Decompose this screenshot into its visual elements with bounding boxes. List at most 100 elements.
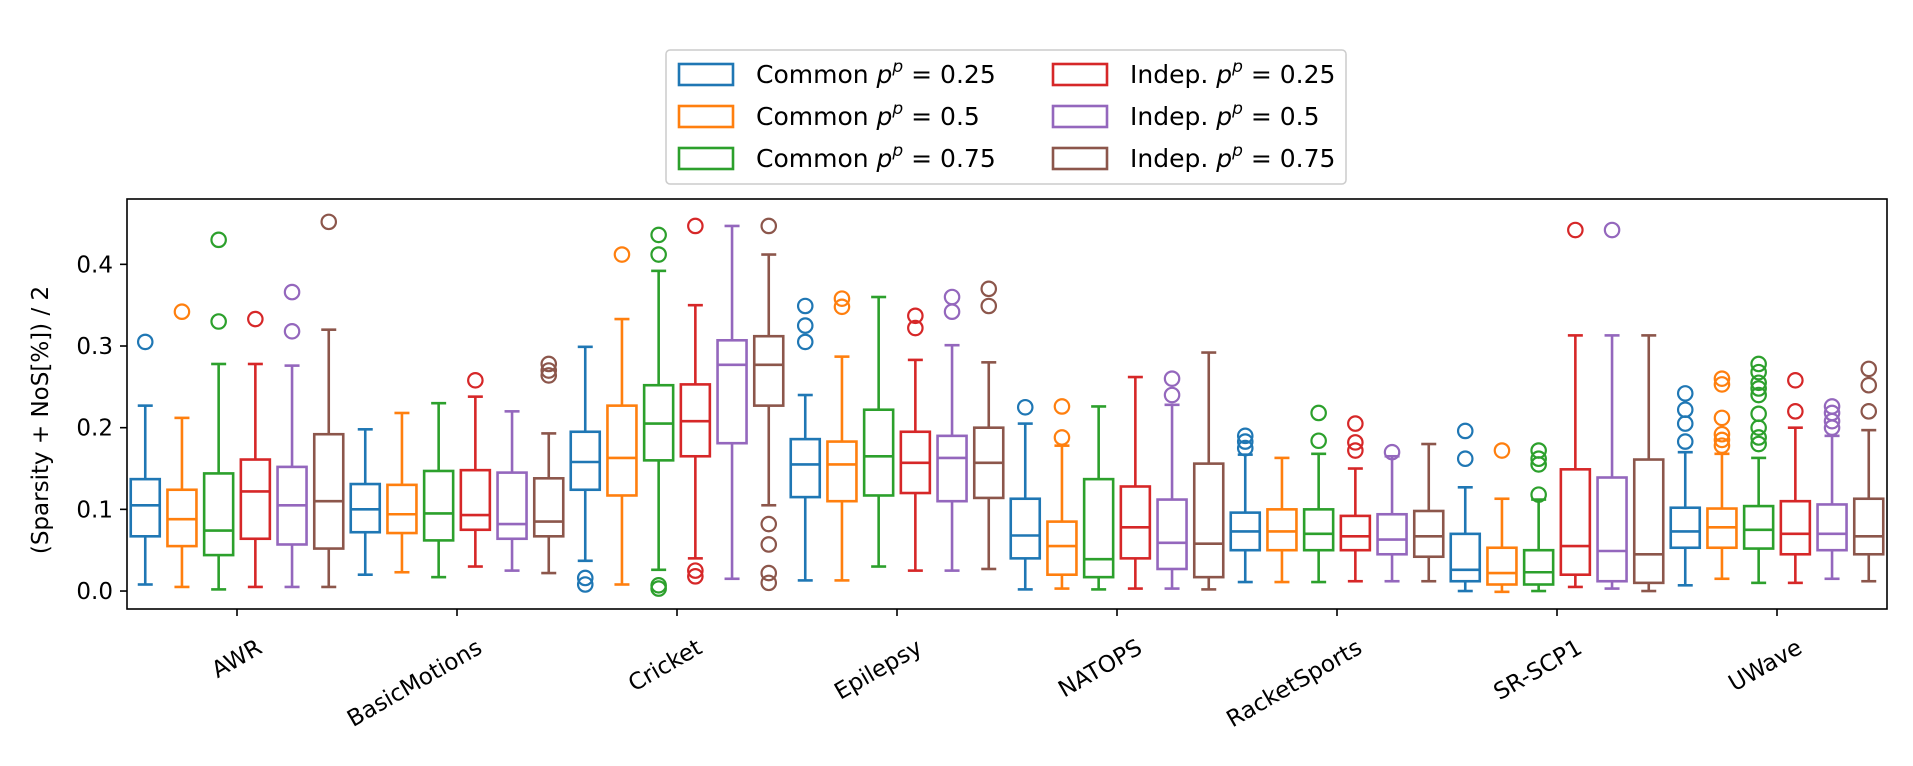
y-tick-label: 0.1 xyxy=(76,497,113,523)
flier-point xyxy=(1603,221,1621,239)
box-basicmotions-series-1 xyxy=(349,428,382,576)
flier-point xyxy=(1676,433,1694,450)
flier-point xyxy=(320,213,338,231)
legend-entry-6: Indep. pp = 0.75 xyxy=(1051,141,1335,173)
legend-label: Indep. pp = 0.25 xyxy=(1130,57,1335,89)
box-iqr xyxy=(1779,499,1812,556)
box-iqr xyxy=(1486,546,1518,586)
flier-point xyxy=(1456,450,1474,468)
box-sr-scp1-series-1 xyxy=(1449,422,1482,593)
flier-point xyxy=(1347,434,1364,451)
flier-point xyxy=(907,307,924,325)
box-awr-series-2 xyxy=(166,303,198,589)
flier-point xyxy=(1787,403,1804,420)
box-iqr xyxy=(936,434,968,503)
flier-point xyxy=(943,288,961,306)
flier-point xyxy=(650,577,667,594)
flier-point xyxy=(1713,425,1731,443)
box-racketsports-series-6 xyxy=(1412,442,1445,583)
box-iqr xyxy=(1376,512,1408,556)
flier-point xyxy=(247,310,264,328)
box-natops-series-6 xyxy=(1192,351,1225,591)
box-iqr xyxy=(1302,508,1335,552)
box-natops-series-5 xyxy=(1156,370,1188,590)
flier-point xyxy=(650,246,667,263)
flier-point xyxy=(1310,404,1327,422)
flier-point xyxy=(576,569,594,587)
box-awr-series-3 xyxy=(202,231,235,591)
legend-label: Indep. pp = 0.75 xyxy=(1130,141,1335,173)
flier-point xyxy=(210,231,227,249)
flier-point xyxy=(760,217,778,235)
flier-point xyxy=(1530,450,1547,468)
box-uwave-series-4 xyxy=(1779,372,1812,585)
legend-swatch xyxy=(1051,104,1109,129)
legend-swatch xyxy=(1051,62,1109,87)
x-tick-label: AWR xyxy=(208,635,267,684)
box-iqr xyxy=(422,469,455,542)
box-natops-series-3 xyxy=(1082,405,1115,591)
flier-point xyxy=(1236,433,1254,450)
box-uwave-series-3 xyxy=(1742,355,1775,585)
box-awr-series-1 xyxy=(129,333,162,586)
y-tick-label: 0.2 xyxy=(76,416,113,442)
flier-point xyxy=(650,226,667,244)
flier-point xyxy=(1750,363,1767,381)
box-iqr xyxy=(129,477,162,538)
box-uwave-series-1 xyxy=(1669,385,1702,587)
box-iqr xyxy=(1266,508,1298,552)
box-iqr xyxy=(1046,520,1078,576)
flier-point xyxy=(833,298,851,316)
box-sr-scp1-series-2 xyxy=(1486,442,1518,594)
flier-point xyxy=(540,355,558,373)
legend-label: Common pp = 0.75 xyxy=(756,141,996,173)
box-cricket-series-2 xyxy=(606,246,638,586)
box-iqr xyxy=(606,404,638,497)
flier-point xyxy=(1860,376,1878,394)
flier-point xyxy=(1713,437,1731,454)
flier-point xyxy=(136,333,154,351)
box-epilepsy-series-6 xyxy=(972,280,1005,571)
box-basicmotions-series-2 xyxy=(386,411,418,574)
flier-point xyxy=(1053,429,1071,446)
flier-point xyxy=(1163,370,1181,387)
flier-point xyxy=(1530,486,1547,503)
box-uwave-series-2 xyxy=(1706,370,1738,581)
flier-point xyxy=(540,367,558,384)
legend-swatch xyxy=(677,146,735,171)
flier-point xyxy=(1713,409,1731,427)
box-iqr xyxy=(1192,462,1225,579)
box-awr-series-5 xyxy=(276,283,308,589)
box-iqr xyxy=(1559,468,1592,576)
box-sr-scp1-series-5 xyxy=(1596,221,1628,590)
flier-point xyxy=(907,319,924,337)
legend-entry-5: Indep. pp = 0.5 xyxy=(1051,99,1320,131)
box-basicmotions-series-6 xyxy=(532,355,565,575)
flier-point xyxy=(687,562,704,579)
box-cricket-series-4 xyxy=(679,217,712,585)
box-epilepsy-series-1 xyxy=(789,297,822,582)
series-2 xyxy=(166,246,1738,594)
legend-swatch xyxy=(677,104,735,129)
flier-point xyxy=(833,290,851,307)
box-iqr xyxy=(496,471,528,541)
box-iqr xyxy=(1742,504,1775,550)
box-sr-scp1-series-4 xyxy=(1559,221,1592,589)
box-iqr xyxy=(1816,503,1848,552)
box-natops-series-1 xyxy=(1009,398,1042,591)
box-natops-series-4 xyxy=(1119,375,1152,590)
box-racketsports-series-5 xyxy=(1376,443,1408,583)
flier-point xyxy=(1456,422,1474,440)
flier-point xyxy=(943,303,961,321)
series-4 xyxy=(239,217,1812,590)
series-6 xyxy=(312,213,1885,593)
x-tick-label: Epilepsy xyxy=(830,635,926,706)
box-racketsports-series-3 xyxy=(1302,404,1335,584)
flier-point xyxy=(760,536,778,553)
box-iqr xyxy=(1156,498,1188,571)
box-iqr xyxy=(202,472,235,557)
flier-point xyxy=(1567,221,1584,239)
flier-point xyxy=(1750,374,1767,392)
box-iqr xyxy=(752,334,785,407)
box-iqr xyxy=(532,477,565,538)
